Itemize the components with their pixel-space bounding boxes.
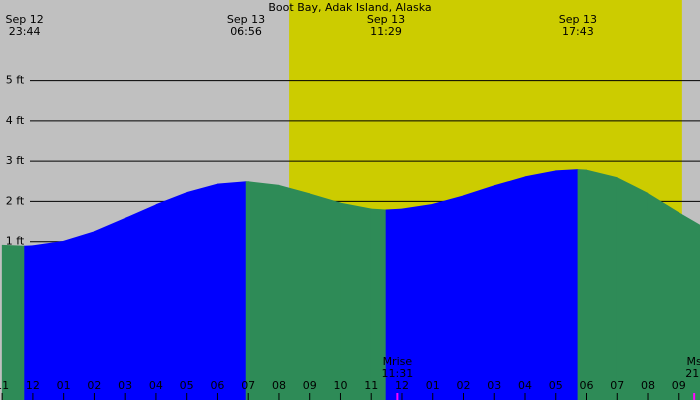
tide-area	[586, 169, 618, 400]
y-tick-label: 2 ft	[6, 194, 25, 207]
x-tick-label: 08	[641, 379, 655, 392]
x-tick-label: 10	[333, 379, 347, 392]
event-date: Sep 13	[559, 13, 597, 26]
event-time: 17:43	[562, 25, 594, 38]
event-date: Sep 13	[367, 13, 405, 26]
x-tick-label: 02	[87, 379, 101, 392]
tide-area	[340, 202, 372, 400]
tide-area	[24, 245, 34, 400]
x-tick-label: 02	[456, 379, 470, 392]
x-tick-label: 09	[303, 379, 317, 392]
x-tick-label: 03	[487, 379, 501, 392]
tide-area	[401, 203, 434, 400]
x-tick-label: 06	[580, 379, 594, 392]
tide-area	[493, 176, 526, 400]
y-tick-label: 4 ft	[6, 114, 25, 127]
moon-name: Mrise	[383, 355, 413, 368]
tide-area	[186, 183, 218, 400]
event-time: 11:29	[370, 25, 402, 38]
tide-area	[577, 169, 587, 400]
tide-area	[32, 240, 64, 400]
y-tick-label: 3 ft	[6, 154, 25, 167]
tide-area	[278, 184, 311, 400]
x-tick-label: 04	[518, 379, 532, 392]
tide-area	[63, 231, 95, 400]
tide-area	[124, 204, 157, 400]
tide-area	[309, 193, 341, 400]
x-tick-label: 06	[210, 379, 224, 392]
moon-name: Ms	[687, 355, 700, 368]
tide-area	[678, 212, 700, 400]
event-date: Sep 12	[5, 13, 43, 26]
x-tick-label: 07	[610, 379, 624, 392]
tide-area	[370, 208, 387, 400]
moon-time: 11:31	[382, 367, 414, 380]
x-tick-label: 09	[672, 379, 686, 392]
moon-time: 21:	[685, 367, 700, 380]
x-tick-label: 01	[57, 379, 71, 392]
x-tick-label: 04	[149, 379, 163, 392]
y-tick-label: 1 ft	[6, 235, 25, 248]
tide-area	[247, 181, 280, 400]
x-tick-label: 03	[118, 379, 132, 392]
x-tick-label: 12	[26, 379, 40, 392]
x-tick-label: 07	[241, 379, 255, 392]
tide-area	[1, 244, 25, 400]
x-tick-label: 08	[272, 379, 286, 392]
event-time: 23:44	[9, 25, 41, 38]
x-tick-label: 05	[549, 379, 563, 392]
tide-area	[385, 208, 403, 400]
x-tick-label: 05	[180, 379, 194, 392]
tide-area	[245, 181, 249, 400]
x-tick-label: 01	[426, 379, 440, 392]
tide-area	[616, 177, 649, 400]
event-date: Sep 13	[227, 13, 265, 26]
event-time: 06:56	[230, 25, 262, 38]
tide-area	[217, 181, 247, 400]
tide-area	[555, 169, 579, 400]
y-tick-label: 5 ft	[6, 74, 25, 87]
x-tick-label: 12	[395, 379, 409, 392]
tide-area	[155, 192, 187, 400]
tide-area	[647, 192, 680, 400]
tide-area	[463, 185, 495, 400]
x-tick-label: 11	[0, 379, 9, 392]
tide-area	[524, 170, 557, 400]
tide-area	[432, 195, 464, 400]
tide-area	[94, 217, 126, 400]
chart-title: Boot Bay, Adak Island, Alaska	[268, 1, 431, 14]
x-tick-label: 11	[364, 379, 378, 392]
